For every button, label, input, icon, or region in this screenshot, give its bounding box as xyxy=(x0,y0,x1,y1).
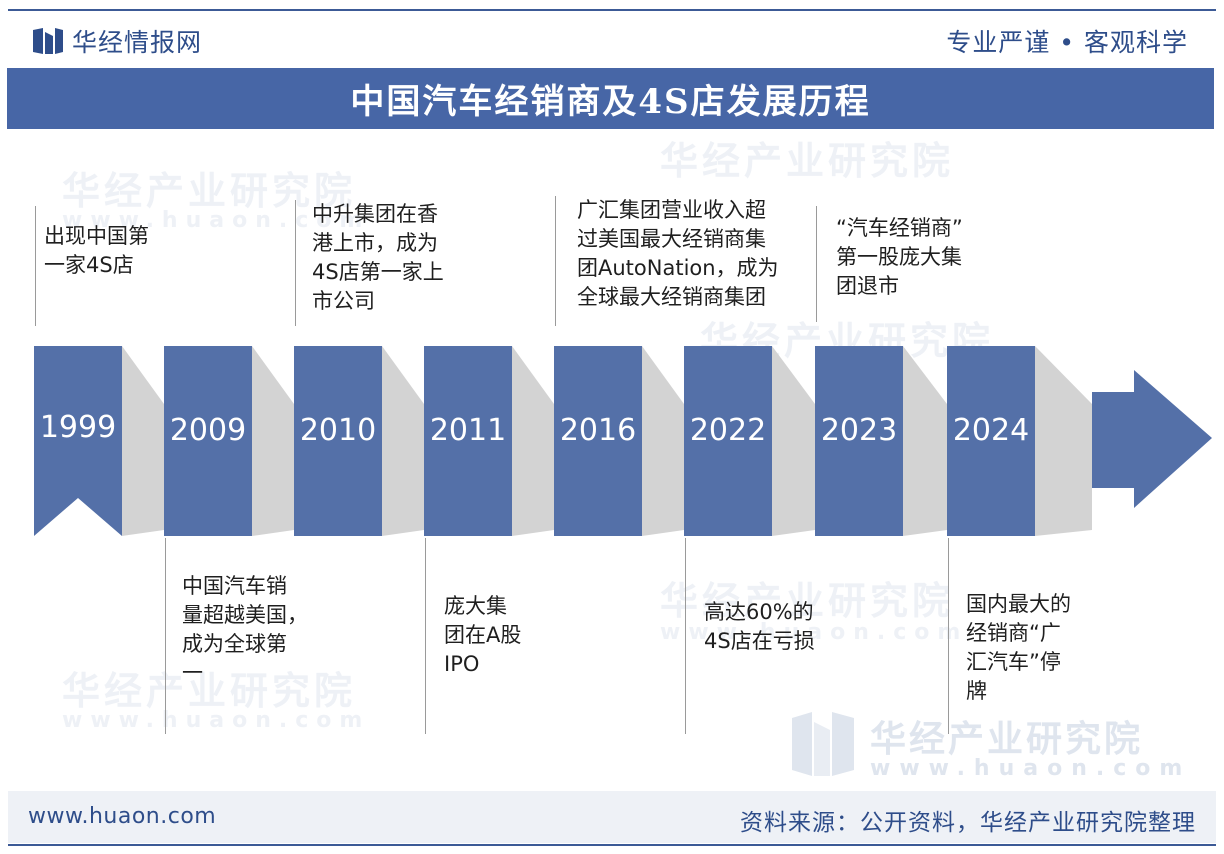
year-label: 2024 xyxy=(952,413,1030,448)
bottom-border xyxy=(8,844,1216,846)
event-leader-line xyxy=(295,200,296,326)
event-text: 中国汽车销 量超越美国， 成为全球第 一 xyxy=(182,574,308,685)
event-text: “汽车经销商” 第一股庞大集 团退市 xyxy=(836,216,963,298)
footer-url: www.huaon.com xyxy=(28,804,217,829)
timeline-connector xyxy=(903,346,947,536)
year-label: 2009 xyxy=(169,413,247,448)
year-box xyxy=(815,346,903,536)
year-box xyxy=(294,346,382,536)
timeline-connector xyxy=(382,346,424,536)
brand-name: 华经情报网 xyxy=(72,28,203,57)
event-text: 庞大集 团在A股 IPO xyxy=(444,594,522,676)
year-label: 2010 xyxy=(299,413,377,448)
footer: www.huaon.com 资料来源：公开资料，华经产业研究院整理 xyxy=(8,791,1216,843)
timeline-connector xyxy=(772,346,815,536)
event-leader-line xyxy=(165,538,166,734)
page-title: 中国汽车经销商及4S店发展历程 xyxy=(7,68,1214,129)
event-leader-line xyxy=(555,196,556,326)
event-text: 出现中国第 一家4S店 xyxy=(44,224,149,277)
event-leader-line xyxy=(35,206,36,326)
footer-source: 资料来源：公开资料，华经产业研究院整理 xyxy=(740,810,1196,836)
timeline-connector xyxy=(1035,346,1092,536)
year-box xyxy=(947,346,1035,536)
slogan: 专业严谨 • 客观科学 xyxy=(946,28,1188,57)
year-label: 2022 xyxy=(689,413,767,448)
brand-logo-icon xyxy=(33,28,63,54)
year-label: 2016 xyxy=(559,413,637,448)
year-box xyxy=(554,346,642,536)
watermark-logo-url: www.huaon.com xyxy=(870,756,1192,781)
timeline-connector xyxy=(642,346,684,536)
watermark-logo-text: 华经产业研究院 xyxy=(870,719,1144,760)
event-text: 国内最大的 经销商“广 汇汽车”停 牌 xyxy=(966,592,1071,703)
year-box xyxy=(424,346,512,536)
timeline-connector xyxy=(252,346,294,536)
event-text: 中升集团在香 港上市，成为 4S店第一家上 市公司 xyxy=(312,202,444,313)
year-label: 2023 xyxy=(820,413,898,448)
timeline-connector xyxy=(512,346,554,536)
year-box xyxy=(164,346,252,536)
year-label: 1999 xyxy=(39,410,117,445)
year-label: 2011 xyxy=(429,413,507,448)
event-text: 高达60%的 4S店在亏损 xyxy=(704,600,815,653)
timeline-arrow-icon xyxy=(1092,370,1212,508)
event-leader-line xyxy=(948,538,949,734)
timeline-connector xyxy=(122,346,164,536)
event-leader-line xyxy=(425,538,426,734)
watermark-logo-icon xyxy=(792,712,854,776)
event-text: 广汇集团营业收入超 过美国最大经销商集 团AutoNation，成为 全球最大经… xyxy=(577,198,779,309)
year-box xyxy=(684,346,772,536)
header: 华经情报网 专业严谨 • 客观科学 xyxy=(0,12,1224,66)
top-border xyxy=(8,9,1216,11)
year-ribbon-box xyxy=(34,346,122,536)
event-leader-line xyxy=(685,538,686,734)
event-leader-line xyxy=(816,206,817,322)
